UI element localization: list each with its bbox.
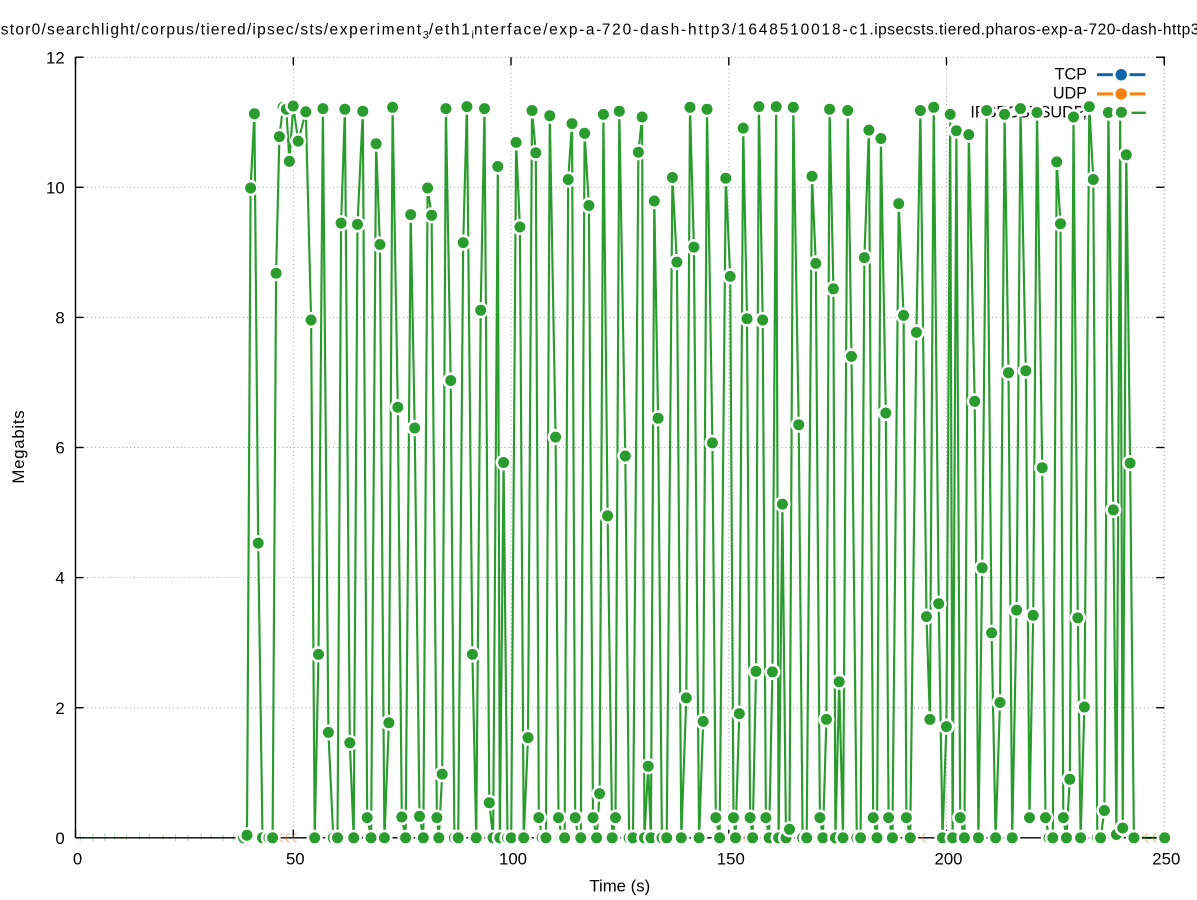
svg-text:Time (s): Time (s) — [589, 876, 650, 895]
svg-text:2: 2 — [55, 699, 64, 718]
svg-text:0: 0 — [73, 849, 82, 868]
svg-text:100: 100 — [499, 849, 527, 868]
svg-text:0: 0 — [55, 829, 64, 848]
svg-text:150: 150 — [717, 849, 745, 868]
svg-text:8: 8 — [55, 309, 64, 328]
svg-text:6: 6 — [55, 439, 64, 458]
svg-text:50: 50 — [286, 849, 305, 868]
svg-text:Megabits: Megabits — [9, 410, 28, 484]
svg-text:12: 12 — [46, 48, 65, 67]
svg-text:UDP: UDP — [1053, 84, 1087, 102]
svg-text:200: 200 — [935, 849, 963, 868]
svg-text:4: 4 — [55, 569, 64, 588]
svg-text:250: 250 — [1152, 849, 1180, 868]
svg-text:stor0/searchlight/corpus/tiere: stor0/searchlight/corpus/tiered/ipsec/st… — [1, 22, 1197, 42]
svg-text:TCP: TCP — [1055, 65, 1087, 83]
svg-text:10: 10 — [46, 178, 65, 197]
